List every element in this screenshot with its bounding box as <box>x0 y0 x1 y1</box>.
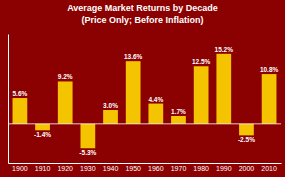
bar <box>126 61 141 124</box>
x-tick: 1980 <box>193 163 209 172</box>
bar <box>80 124 95 148</box>
x-tick: 1970 <box>171 163 187 172</box>
bar <box>262 74 277 124</box>
x-tick: 2000 <box>239 163 255 172</box>
data-label: -1.4% <box>34 131 51 138</box>
x-tick-label: 1990 <box>216 165 232 172</box>
title: Average Market Returns by Decade <box>67 3 218 13</box>
y-axis-line <box>8 35 9 164</box>
data-labels: 5.6% -1.4% 9.2% -5.3% 3.0% 13.6% 4.4% 1.7% 12.5%… <box>12 46 278 156</box>
x-tick-label: 2000 <box>239 165 255 172</box>
data-label: 3.0% <box>103 102 118 109</box>
data-label: 15.2% <box>215 46 234 53</box>
data-label: -2.5% <box>238 136 255 143</box>
plot: 5.6% -1.4% 9.2% -5.3% 3.0% 13.6% 4.4% 1.7% 12.5%… <box>8 35 282 172</box>
bar <box>35 124 50 130</box>
subtitle: (Price Only; Before Inflation) <box>81 15 203 25</box>
bar <box>171 116 186 124</box>
background <box>0 0 285 177</box>
data-label: 9.2% <box>58 73 73 80</box>
x-tick: 1960 <box>148 163 164 172</box>
x-tick: 1990 <box>216 163 232 172</box>
x-tick-label: 1980 <box>193 165 209 172</box>
bar <box>216 54 231 124</box>
x-axis-line <box>9 163 282 164</box>
zero-line <box>8 123 281 124</box>
x-tick: 1950 <box>125 163 141 172</box>
data-label: 1.7% <box>171 108 186 115</box>
x-tick-label: 1920 <box>57 165 73 172</box>
x-tick: 2010 <box>261 163 277 172</box>
y-axis <box>8 35 9 164</box>
data-label: 12.5% <box>192 58 211 65</box>
x-tick: 1920 <box>57 163 73 172</box>
x-tick-label: 2010 <box>261 165 277 172</box>
x-tick-label: 1960 <box>148 165 164 172</box>
x-tick-label: 1940 <box>103 165 119 172</box>
x-tick-label: 1950 <box>125 165 141 172</box>
x-tick-label: 1900 <box>12 165 28 172</box>
data-label: 4.4% <box>148 96 163 103</box>
x-tick: 1930 <box>80 163 96 172</box>
bar <box>103 110 118 124</box>
x-axis: 1900 1910 1920 1930 1940 1950 1960 1970 1980 1990… <box>9 163 282 172</box>
data-label: 10.8% <box>260 66 279 73</box>
bar <box>239 124 254 136</box>
bar <box>58 81 73 123</box>
x-tick-label: 1970 <box>171 165 187 172</box>
bars <box>13 54 277 148</box>
data-label: 5.6% <box>12 90 27 97</box>
bar <box>194 66 209 124</box>
x-tick: 1940 <box>103 163 119 172</box>
data-label: -5.3% <box>79 149 96 156</box>
data-label: 13.6% <box>124 53 143 60</box>
bar <box>13 98 28 124</box>
chart: 5.6% -1.4% 9.2% -5.3% 3.0% 13.6% 4.4% 1.7% 12.5%… <box>0 0 285 177</box>
bar <box>148 104 163 124</box>
x-tick-label: 1910 <box>35 165 51 172</box>
x-tick: 1910 <box>35 163 51 172</box>
x-tick: 1900 <box>12 163 28 172</box>
x-tick-label: 1930 <box>80 165 96 172</box>
